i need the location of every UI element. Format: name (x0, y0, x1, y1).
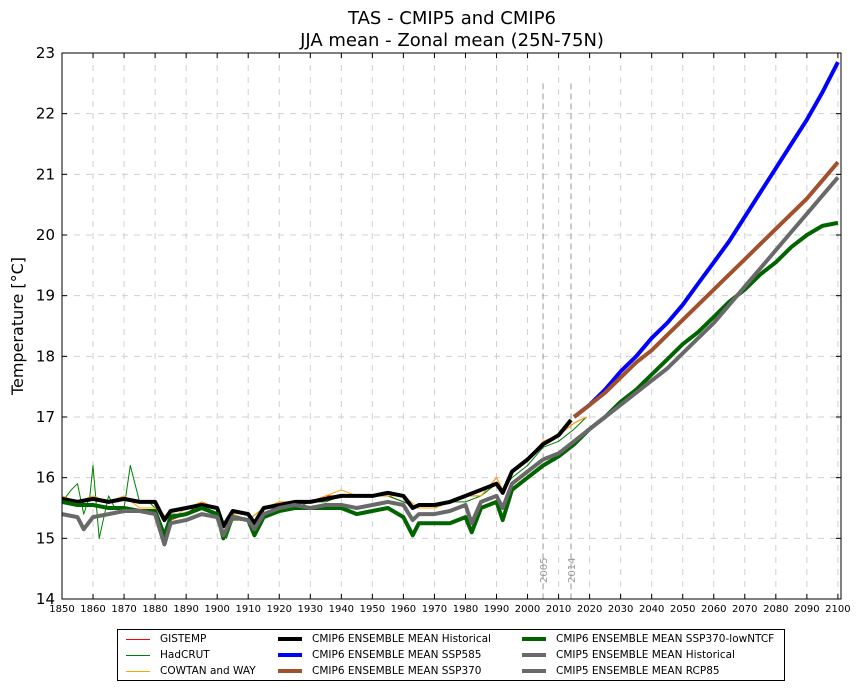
y-tick-label: 14 (36, 590, 55, 608)
series-line-cmip6-ensemble-mean-ssp370-lowntcf (61, 220, 839, 541)
x-tick-label: 2020 (577, 604, 602, 615)
legend-label: CMIP6 ENSEMBLE MEAN Historical (312, 633, 491, 645)
y-tick-label: 15 (36, 529, 55, 547)
x-tick-label: 1930 (298, 604, 323, 615)
legend-label: COWTAN and WAY (160, 665, 256, 677)
legend-item: CMIP6 ENSEMBLE MEAN SSP370-lowNTCF (522, 631, 774, 647)
x-tick-label: 1900 (204, 604, 229, 615)
y-tick-label: 21 (36, 165, 55, 183)
x-tick-label: 1910 (235, 604, 260, 615)
legend-swatch (126, 654, 150, 656)
y-tick-label: 18 (36, 347, 55, 365)
x-tick-label: 1880 (142, 604, 167, 615)
x-tick-label: 1970 (422, 604, 447, 615)
legend-swatch (278, 653, 302, 657)
series-line-cmip6-ensemble-mean-historical (61, 418, 573, 529)
series-line-cmip6-ensemble-mean-ssp585 (572, 61, 840, 419)
x-tick-label: 2050 (670, 604, 695, 615)
y-axis-label: Temperature [°C] (8, 257, 27, 396)
legend-item: CMIP5 ENSEMBLE MEAN RCP85 (522, 663, 720, 679)
y-tick-label: 23 (36, 44, 55, 62)
y-tick-label: 17 (36, 408, 55, 426)
x-tick-label: 1890 (173, 604, 198, 615)
x-tick-label: 1990 (484, 604, 509, 615)
y-tick-label: 16 (36, 469, 55, 487)
x-tick-label: 1920 (267, 604, 292, 615)
legend-item: GISTEMP (126, 631, 206, 647)
y-axis-ticks: 14 15 16 17 18 19 20 21 22 23 (36, 44, 841, 608)
legend-item: COWTAN and WAY (126, 663, 256, 679)
series-line-cmip6-ensemble-mean-ssp370 (572, 160, 840, 419)
legend-swatch (126, 638, 150, 640)
legend-item: HadCRUT (126, 647, 210, 663)
series-line-cmip5-ensemble-mean-rcp85 (542, 176, 840, 462)
legend-label: CMIP6 ENSEMBLE MEAN SSP585 (312, 649, 482, 661)
legend-item: CMIP5 ENSEMBLE MEAN Historical (522, 647, 735, 663)
x-tick-label: 2070 (732, 604, 757, 615)
series-line-cmip5-ensemble-mean-historical (61, 457, 545, 547)
x-tick-label: 1860 (80, 604, 105, 615)
legend-swatch (278, 669, 302, 673)
x-tick-label: 2060 (701, 604, 726, 615)
x-axis-ticks: 1850 1860 1870 1880 1890 1900 1910 1920 1930 1940… (49, 53, 851, 615)
x-tick-label: 2030 (608, 604, 633, 615)
legend-item: CMIP6 ENSEMBLE MEAN SSP585 (278, 647, 481, 663)
x-tick-label: 2090 (794, 604, 819, 615)
legend-label: CMIP5 ENSEMBLE MEAN Historical (556, 649, 735, 661)
legend-swatch (126, 670, 150, 672)
series-lines (61, 61, 840, 547)
series-line-cowtan-and-way (61, 416, 587, 533)
legend-swatch (522, 653, 546, 657)
x-tick-label: 1980 (453, 604, 478, 615)
x-tick-label: 2080 (763, 604, 788, 615)
legend: GISTEMP HadCRUT COWTAN and WAY CMIP6 ENSEMB… (117, 629, 785, 681)
legend-swatch (522, 669, 546, 673)
x-tick-label: 1850 (49, 604, 74, 615)
legend-label: CMIP6 ENSEMBLE MEAN SSP370 (312, 665, 482, 677)
vertical-markers: 2005 2014 (539, 83, 578, 599)
marker-label-2014: 2014 (567, 558, 578, 583)
x-tick-label: 2100 (825, 604, 850, 615)
x-tick-label: 2000 (515, 604, 540, 615)
x-tick-label: 2040 (639, 604, 664, 615)
y-tick-label: 20 (36, 226, 55, 244)
chart-title: TAS - CMIP5 and CMIP6 (347, 8, 556, 29)
legend-swatch (522, 637, 546, 641)
legend-label: HadCRUT (160, 649, 210, 661)
legend-item: CMIP6 ENSEMBLE MEAN Historical (278, 631, 491, 647)
chart-subtitle: JJA mean - Zonal mean (25N-75N) (299, 30, 604, 51)
legend-label: CMIP6 ENSEMBLE MEAN SSP370-lowNTCF (556, 633, 775, 645)
x-tick-label: 1960 (391, 604, 416, 615)
plot-frame (61, 52, 842, 600)
y-tick-label: 22 (36, 105, 55, 123)
legend-item: CMIP6 ENSEMBLE MEAN SSP370 (278, 663, 481, 679)
legend-label: CMIP5 ENSEMBLE MEAN RCP85 (556, 665, 720, 677)
x-tick-label: 2010 (546, 604, 571, 615)
x-tick-label: 1950 (360, 604, 385, 615)
x-tick-label: 1940 (329, 604, 354, 615)
marker-label-2005: 2005 (539, 558, 550, 583)
y-tick-label: 19 (36, 287, 55, 305)
legend-label: GISTEMP (160, 633, 207, 645)
x-tick-label: 1870 (111, 604, 136, 615)
legend-swatch (278, 637, 302, 641)
